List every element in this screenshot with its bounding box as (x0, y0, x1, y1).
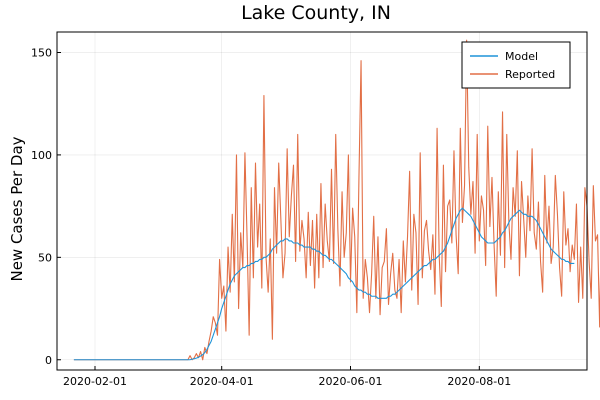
legend-label-reported: Reported (505, 68, 555, 81)
legend-label-model: Model (505, 50, 538, 63)
series-line-model (73, 207, 575, 361)
x-tick-label: 2020-04-01 (190, 375, 254, 388)
plot-frame (56, 31, 588, 371)
x-tick-label: 2020-02-01 (63, 375, 127, 388)
y-tick-label: 50 (38, 251, 52, 264)
legend: Model Reported (461, 41, 571, 89)
plot-series (73, 39, 600, 361)
x-tick-label: 2020-06-01 (319, 375, 383, 388)
y-axis-title: New Cases Per Day (8, 136, 26, 281)
y-tick-label: 100 (31, 149, 52, 162)
legend-box (461, 41, 571, 89)
x-tick-label: 2020-08-01 (447, 375, 511, 388)
y-tick-label: 150 (31, 46, 52, 59)
chart-title: Lake County, IN (241, 2, 391, 24)
y-tick-label: 0 (45, 354, 52, 367)
axis-ticks: 2020-02-01 2020-04-01 2020-06-01 2020-08-01… (31, 46, 511, 388)
